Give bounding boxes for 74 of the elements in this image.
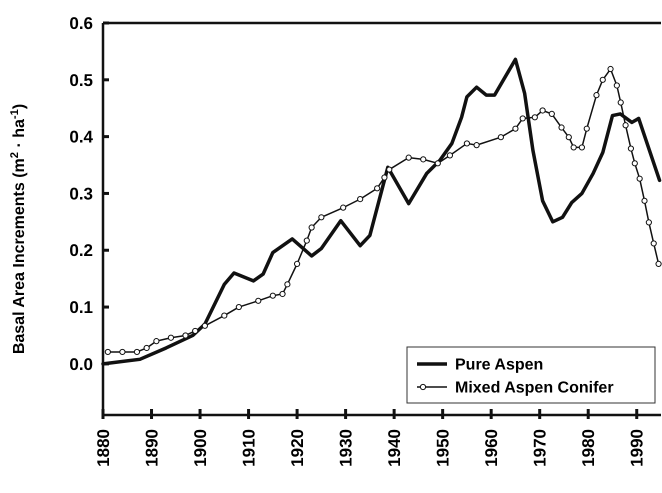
- x-tick-label: 1910: [240, 429, 259, 467]
- point: [532, 114, 538, 120]
- point: [381, 174, 388, 181]
- point: [182, 332, 189, 339]
- point: [540, 107, 546, 114]
- point: [104, 348, 111, 356]
- x-tick-label: 1880: [94, 429, 113, 467]
- point: [607, 66, 614, 72]
- point: [655, 260, 662, 267]
- point: [548, 110, 555, 117]
- point: [119, 348, 126, 356]
- point: [498, 134, 504, 140]
- point: [584, 126, 590, 132]
- y-tick-label: 0.0: [69, 354, 93, 374]
- x-tick-label: 1980: [579, 429, 598, 467]
- point: [294, 260, 300, 267]
- x-tick-label: 1950: [434, 429, 453, 467]
- point: [641, 198, 648, 204]
- y-tick-label: 0.5: [69, 70, 93, 90]
- point: [632, 160, 638, 166]
- point: [593, 92, 600, 98]
- point: [236, 304, 242, 310]
- point: [304, 237, 310, 244]
- point: [474, 142, 480, 148]
- y-tick-label: 0.1: [69, 298, 93, 318]
- point: [622, 122, 629, 128]
- y-tick-label: 0.6: [69, 14, 93, 33]
- point: [446, 152, 454, 158]
- x-tick-label: 1990: [628, 429, 647, 467]
- y-tick-label: 0.2: [69, 241, 93, 260]
- point: [340, 204, 346, 211]
- legend-label: Pure Aspen: [455, 356, 544, 374]
- point: [520, 115, 526, 122]
- point: [618, 99, 624, 106]
- point: [357, 196, 364, 202]
- point: [270, 292, 276, 299]
- x-tick-label: 1970: [530, 429, 550, 467]
- point: [168, 334, 174, 341]
- point: [570, 144, 577, 151]
- point: [255, 298, 262, 304]
- point: [144, 344, 150, 352]
- y-tick-label: 0.4: [69, 128, 94, 147]
- point: [284, 281, 290, 288]
- point: [221, 312, 228, 319]
- point: [512, 126, 519, 132]
- point: [628, 145, 634, 152]
- point: [558, 124, 565, 131]
- point: [614, 82, 620, 89]
- point: [600, 76, 606, 83]
- point: [134, 348, 140, 356]
- point: [374, 185, 380, 192]
- point: [434, 160, 441, 166]
- point: [279, 290, 286, 298]
- point: [650, 240, 657, 247]
- point: [636, 176, 643, 182]
- x-tick-label: 1890: [142, 429, 162, 467]
- point: [386, 166, 392, 173]
- point: [202, 322, 208, 329]
- point: [406, 154, 412, 161]
- x-tick-label: 1920: [288, 429, 308, 467]
- point: [578, 144, 586, 151]
- point: [464, 140, 470, 147]
- x-tick-label: 1900: [190, 429, 210, 467]
- y-tick-label: 0.3: [69, 184, 93, 204]
- point: [153, 338, 160, 344]
- point: [318, 214, 324, 220]
- legend-label: Mixed Aspen Conifer: [455, 380, 614, 397]
- point: [308, 224, 315, 231]
- point: [420, 156, 426, 162]
- point: [646, 219, 652, 226]
- x-tick-label: 1930: [336, 429, 356, 467]
- x-tick-label: 1940: [385, 429, 404, 467]
- x-tick-label: 1960: [482, 429, 502, 467]
- point: [566, 134, 572, 140]
